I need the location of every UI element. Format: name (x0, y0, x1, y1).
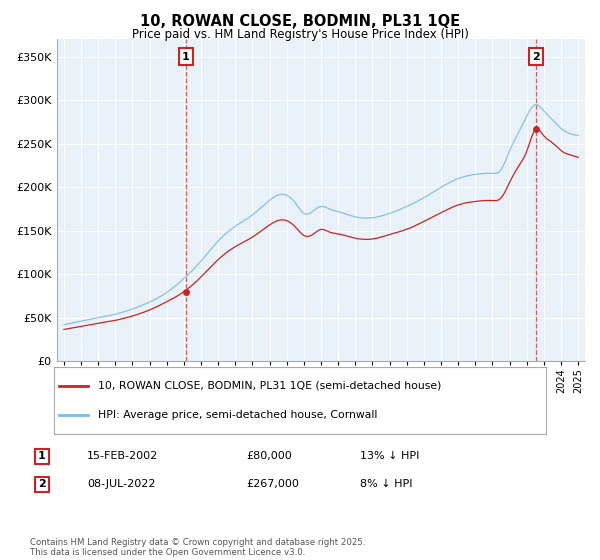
Text: 10, ROWAN CLOSE, BODMIN, PL31 1QE: 10, ROWAN CLOSE, BODMIN, PL31 1QE (140, 14, 460, 29)
Text: £80,000: £80,000 (246, 451, 292, 461)
Text: 13% ↓ HPI: 13% ↓ HPI (360, 451, 419, 461)
Text: 15-FEB-2002: 15-FEB-2002 (87, 451, 158, 461)
Text: Price paid vs. HM Land Registry's House Price Index (HPI): Price paid vs. HM Land Registry's House … (131, 28, 469, 41)
Text: 10, ROWAN CLOSE, BODMIN, PL31 1QE (semi-detached house): 10, ROWAN CLOSE, BODMIN, PL31 1QE (semi-… (98, 381, 442, 391)
Text: HPI: Average price, semi-detached house, Cornwall: HPI: Average price, semi-detached house,… (98, 410, 377, 420)
Text: 2: 2 (38, 479, 46, 489)
Text: 2: 2 (532, 52, 539, 62)
Text: 1: 1 (38, 451, 46, 461)
Text: Contains HM Land Registry data © Crown copyright and database right 2025.
This d: Contains HM Land Registry data © Crown c… (30, 538, 365, 557)
Text: 8% ↓ HPI: 8% ↓ HPI (360, 479, 413, 489)
Text: 08-JUL-2022: 08-JUL-2022 (87, 479, 155, 489)
Text: 1: 1 (182, 52, 190, 62)
Text: £267,000: £267,000 (246, 479, 299, 489)
